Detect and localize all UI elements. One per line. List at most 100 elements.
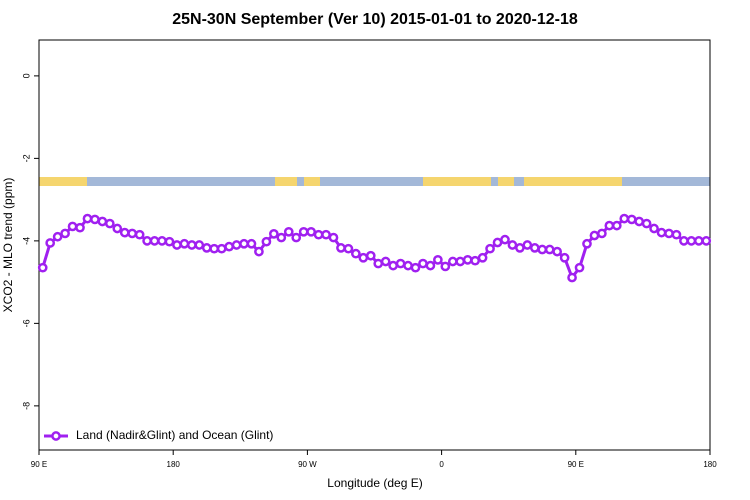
data-point — [477, 252, 488, 263]
x-tick-label: 90 E — [31, 460, 47, 469]
data-point — [529, 243, 540, 253]
x-tick-label: 180 — [703, 460, 717, 469]
y-axis-label: XCO2 - MLO trend (ppm) — [1, 178, 15, 313]
data-point — [231, 240, 242, 250]
y-tick-label: -6 — [21, 319, 31, 327]
data-point — [410, 262, 421, 273]
data-point — [45, 238, 56, 248]
data-point — [544, 244, 555, 255]
data-point — [194, 240, 205, 250]
data-point — [373, 258, 384, 269]
data-point — [172, 240, 182, 250]
data-point — [470, 255, 480, 266]
data-point — [403, 260, 413, 271]
land-band — [39, 177, 87, 186]
data-point — [336, 243, 346, 253]
data-point — [671, 229, 682, 240]
data-point — [224, 241, 234, 252]
data-point — [164, 236, 175, 247]
data-point — [261, 236, 272, 247]
data-point — [351, 248, 361, 259]
x-axis-label: Longitude (deg E) — [327, 476, 422, 490]
data-point — [559, 252, 570, 263]
y-tick-label: -2 — [21, 154, 31, 162]
legend-entry: Land (Nadir&Glint) and Ocean (Glint) — [44, 428, 273, 442]
data-point — [589, 230, 600, 241]
data-point — [693, 236, 704, 246]
plot-frame — [38, 39, 711, 451]
data-point — [701, 236, 712, 246]
data-point — [52, 231, 63, 242]
x-tick-label: 90 W — [298, 460, 317, 469]
data-point — [619, 213, 630, 224]
land-band — [423, 177, 491, 186]
data-point — [552, 246, 563, 257]
land-band — [498, 177, 514, 186]
data-point — [186, 240, 197, 250]
data-point — [112, 223, 123, 234]
data-point — [388, 260, 398, 271]
data-point — [276, 232, 287, 243]
data-point — [567, 272, 577, 283]
legend-label: Land (Nadir&Glint) and Ocean (Glint) — [76, 428, 273, 442]
land-band — [524, 177, 622, 186]
data-point — [515, 243, 525, 253]
data-point — [626, 214, 637, 225]
data-point — [179, 238, 190, 249]
data-point — [306, 226, 316, 237]
data-point — [291, 232, 302, 243]
y-tick-label: -4 — [21, 237, 31, 245]
data-point — [380, 256, 391, 267]
data-point — [500, 234, 510, 245]
data-point — [395, 258, 406, 269]
data-point — [358, 252, 369, 263]
data-point — [656, 227, 667, 238]
data-point — [142, 236, 152, 246]
data-point — [209, 243, 220, 254]
data-point — [343, 243, 354, 254]
data-point — [127, 228, 138, 239]
data-point — [455, 256, 466, 267]
data-point — [201, 243, 212, 253]
x-tick-label: 0 — [439, 460, 444, 469]
data-point — [425, 260, 436, 271]
data-point — [485, 243, 495, 254]
data-point — [313, 229, 324, 240]
data-point — [216, 243, 227, 254]
data-point — [507, 240, 518, 250]
data-point — [686, 236, 697, 246]
data-point — [283, 226, 294, 237]
x-tick-label: 180 — [167, 460, 181, 469]
data-point — [60, 228, 70, 239]
y-tick-label: -8 — [21, 402, 31, 410]
data-point — [462, 254, 473, 265]
data-point — [641, 218, 652, 229]
data-point — [418, 258, 428, 269]
data-point — [239, 238, 249, 249]
data-point — [134, 229, 145, 240]
data-point — [246, 238, 257, 249]
data-point — [97, 216, 108, 227]
data-point — [104, 218, 115, 229]
data-point — [269, 229, 279, 239]
data-point — [440, 261, 451, 272]
data-point — [149, 236, 160, 246]
data-point — [254, 246, 264, 257]
data-point — [37, 262, 48, 273]
data-point — [492, 237, 503, 248]
data-point — [82, 213, 93, 224]
data-point — [522, 240, 533, 250]
data-point — [664, 228, 674, 239]
land-ocean-strip — [39, 177, 710, 186]
data-point — [679, 236, 689, 246]
land-band — [304, 177, 320, 186]
data-point — [75, 222, 85, 233]
data-point — [321, 229, 331, 240]
legend-marker — [51, 431, 61, 441]
data-point — [298, 226, 309, 237]
data-point — [67, 221, 78, 232]
data-point — [634, 216, 645, 227]
data-point — [119, 227, 130, 238]
data-point — [537, 244, 548, 255]
